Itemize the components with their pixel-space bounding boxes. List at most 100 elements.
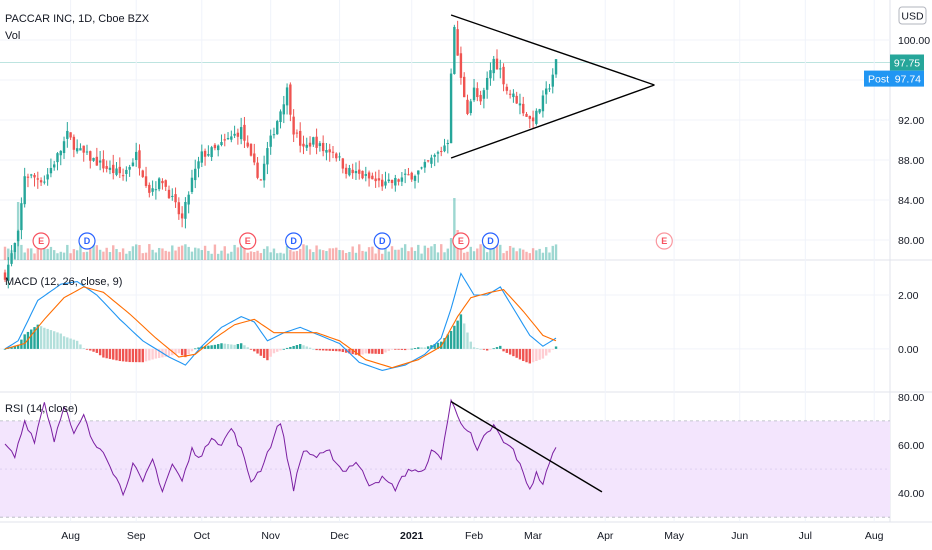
earnings-event-icon[interactable]: E	[239, 232, 257, 250]
macd-histogram-bar	[335, 348, 338, 352]
macd-histogram-bar	[3, 348, 7, 350]
macd-histogram-bar	[420, 347, 423, 349]
volume-bar	[23, 252, 26, 260]
volume-bar	[535, 250, 538, 260]
volume-bar	[197, 248, 200, 260]
candle-body	[528, 115, 531, 119]
volume-bar	[351, 246, 354, 260]
volume-bar	[318, 249, 322, 260]
candle-body	[108, 167, 112, 170]
rsi-line	[4, 398, 557, 497]
time-tick-label: May	[664, 530, 685, 542]
volume-bar	[62, 252, 66, 260]
candle-body	[367, 172, 371, 179]
rsi-tick-label: 80.00	[898, 392, 924, 404]
macd-histogram-bar	[125, 348, 128, 362]
volume-bar	[436, 252, 440, 260]
volume-bar	[135, 244, 138, 260]
volume-bar	[400, 247, 404, 260]
macd-histogram-bar	[36, 324, 39, 349]
macd-histogram-bar	[92, 348, 95, 352]
event-marker-circle	[452, 232, 470, 250]
candle-body	[325, 150, 328, 153]
volume-bar	[338, 250, 341, 260]
candle-body	[157, 178, 161, 190]
candle-body	[535, 110, 538, 124]
volume-bar	[115, 249, 118, 260]
candle-body	[243, 124, 246, 141]
macd-histogram-bar	[525, 348, 528, 363]
volume-bar	[354, 252, 358, 260]
volume-bar	[449, 238, 453, 260]
currency-button[interactable]: USD	[898, 6, 927, 25]
macd-histogram-bar	[259, 348, 263, 356]
macd-histogram-bar	[295, 345, 299, 349]
candle-body	[289, 84, 292, 115]
volume-bar	[463, 252, 466, 260]
macd-histogram-bar	[545, 348, 548, 356]
candle-body	[400, 177, 404, 182]
macd-histogram-bar	[207, 345, 210, 349]
volume-bar	[430, 246, 433, 260]
earnings-event-icon[interactable]: E	[452, 232, 470, 250]
macd-histogram-bar	[410, 348, 413, 350]
earnings-event-icon[interactable]: E	[655, 232, 673, 250]
macd-histogram-bar	[10, 346, 13, 349]
candle-body	[358, 169, 361, 174]
volume-bar	[184, 244, 187, 260]
volume-bar	[476, 248, 479, 260]
candle-body	[200, 151, 203, 163]
macd-line	[4, 272, 557, 371]
event-marker-letter: D	[487, 236, 494, 246]
macd-histogram-bar	[154, 348, 158, 359]
macd-histogram-bar	[548, 348, 551, 353]
candle-body	[341, 158, 345, 169]
price-tick-label: 80.00	[898, 235, 924, 247]
macd-histogram-bar	[194, 348, 197, 350]
candle-body	[23, 176, 26, 205]
macd-histogram-bar	[502, 348, 505, 352]
volume-bar	[262, 248, 266, 260]
macd-histogram-bar	[390, 348, 394, 350]
rsi-title: RSI (14, close)	[5, 403, 78, 415]
earnings-event-icon[interactable]: E	[32, 232, 50, 250]
candle-body	[66, 130, 69, 139]
macd-histogram-bar	[453, 325, 456, 349]
dividend-event-icon[interactable]: D	[285, 232, 303, 250]
volume-bar	[459, 245, 463, 260]
post-price-badge: Post 97.74	[864, 70, 924, 87]
volume-bar	[495, 244, 499, 260]
macd-histogram-bar	[272, 348, 276, 354]
time-tick-label: Feb	[465, 530, 483, 542]
candle-body	[180, 213, 184, 219]
candle-body	[351, 169, 354, 174]
volume-bar	[538, 248, 541, 260]
dividend-event-icon[interactable]: D	[373, 232, 391, 250]
candle-body	[269, 135, 272, 147]
candle-body	[226, 138, 230, 140]
volume-bar	[276, 253, 279, 260]
volume-bar	[502, 253, 505, 260]
candle-body	[335, 153, 338, 159]
candle-body	[374, 178, 377, 182]
volume-bar	[95, 245, 99, 260]
volume-bar	[466, 251, 469, 260]
dividend-event-icon[interactable]: D	[78, 232, 96, 250]
candle-body	[239, 127, 243, 140]
macd-histogram-bar	[518, 348, 522, 360]
dividend-event-icon[interactable]: D	[481, 232, 500, 250]
candle-body	[161, 180, 164, 184]
candle-body	[308, 142, 312, 147]
candle-body	[253, 153, 256, 163]
volume-bar	[118, 252, 121, 260]
candle-body	[16, 230, 20, 242]
volume-bar	[89, 246, 92, 260]
macd-histogram-bar	[292, 345, 295, 349]
candle-body	[463, 76, 466, 98]
candle-body	[403, 173, 407, 175]
volume-bar	[239, 245, 243, 260]
macd-histogram-bar	[144, 348, 148, 362]
candle-body	[92, 157, 95, 161]
macd-histogram-bar	[426, 346, 430, 349]
